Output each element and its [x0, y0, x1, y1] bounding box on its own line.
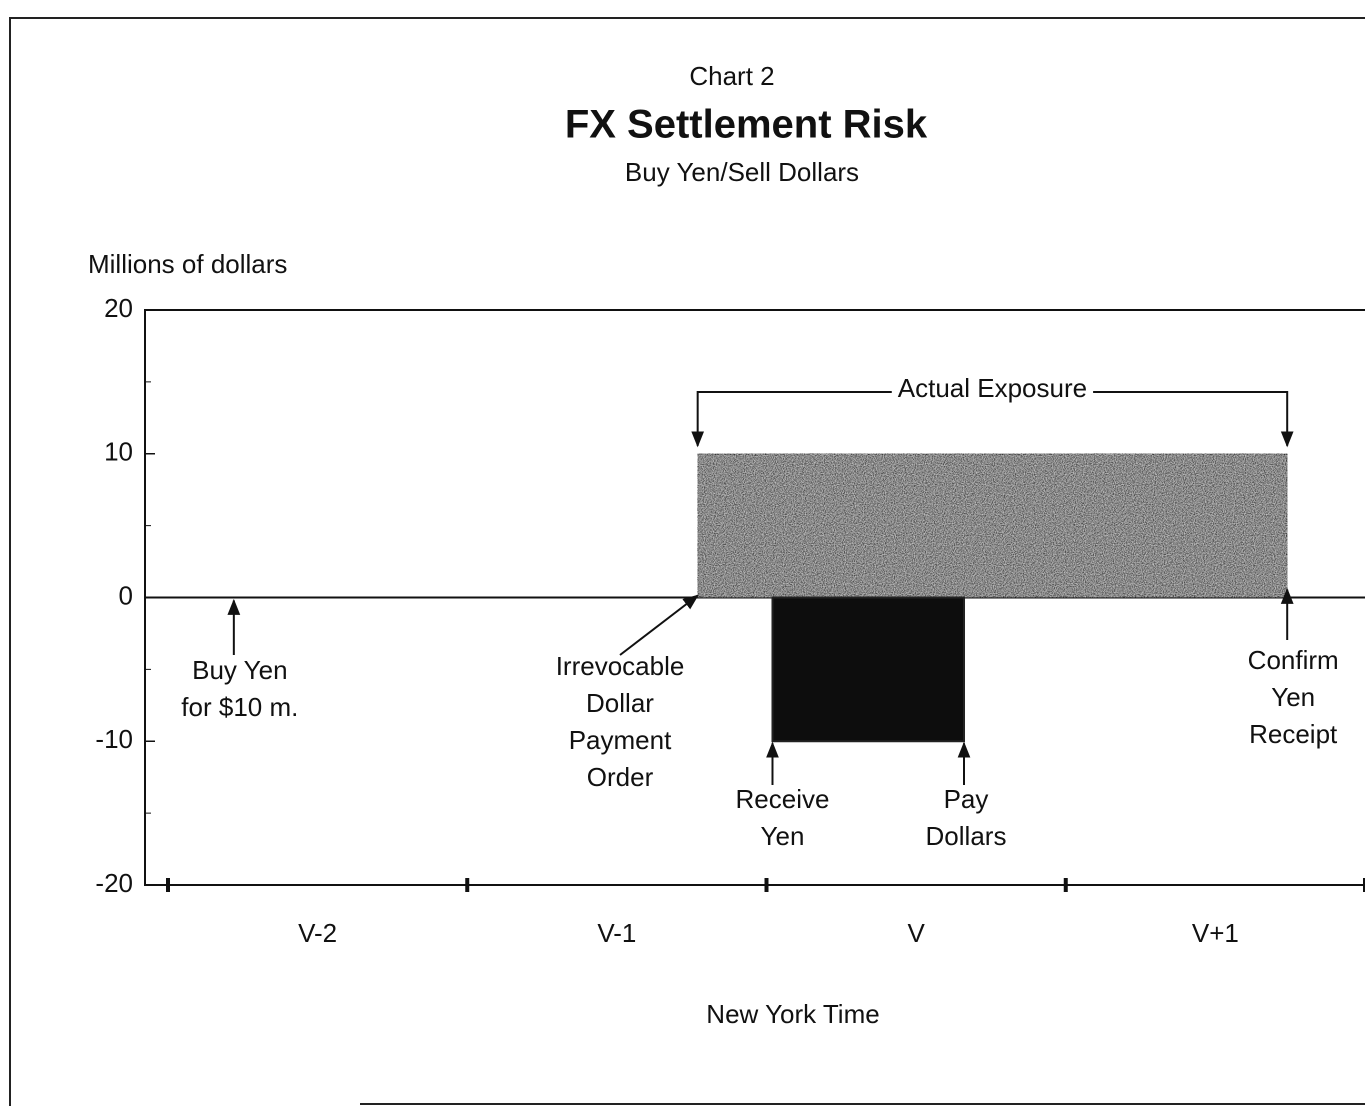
annotation-text: Receipt — [1249, 719, 1338, 749]
chart-label: Chart 2 — [689, 61, 774, 91]
annotation-text: Receive — [736, 784, 830, 814]
chart-subtitle: Buy Yen/Sell Dollars — [625, 157, 859, 187]
annotation-text: Dollars — [926, 821, 1007, 851]
x-axis-label: New York Time — [706, 999, 879, 1029]
chart-title: FX Settlement Risk — [565, 103, 928, 147]
annotation-text: Payment — [569, 725, 672, 755]
annotation-text: Pay — [944, 784, 989, 814]
x-category-label: V+1 — [1192, 918, 1239, 948]
annotation-pointer — [619, 594, 699, 656]
x-category-label: V — [907, 918, 925, 948]
bar — [696, 452, 1289, 599]
y-tick-label: 10 — [104, 437, 133, 467]
annotation-text: Irrevocable — [556, 651, 685, 681]
bracket-label: Actual Exposure — [898, 373, 1087, 403]
annotation-text: Yen — [1271, 682, 1315, 712]
y-tick-label: 0 — [119, 580, 133, 610]
bracket-label-bg — [891, 372, 1094, 403]
annotation-text: Dollar — [586, 688, 654, 718]
annotation-text: Yen — [761, 821, 805, 851]
annotation-text: Confirm — [1248, 645, 1339, 675]
bar — [771, 596, 966, 743]
x-category-label: V-2 — [298, 918, 337, 948]
y-axis-label: Millions of dollars — [88, 249, 287, 279]
annotation-text: Buy Yen — [192, 655, 287, 685]
y-tick-label: -20 — [95, 868, 133, 898]
y-tick-label: -10 — [95, 724, 133, 754]
y-tick-label: 20 — [104, 293, 133, 323]
page-frame — [9, 17, 1365, 1106]
annotation-text: Order — [587, 762, 654, 792]
annotation-text: for $10 m. — [181, 692, 298, 722]
x-category-label: V-1 — [597, 918, 636, 948]
